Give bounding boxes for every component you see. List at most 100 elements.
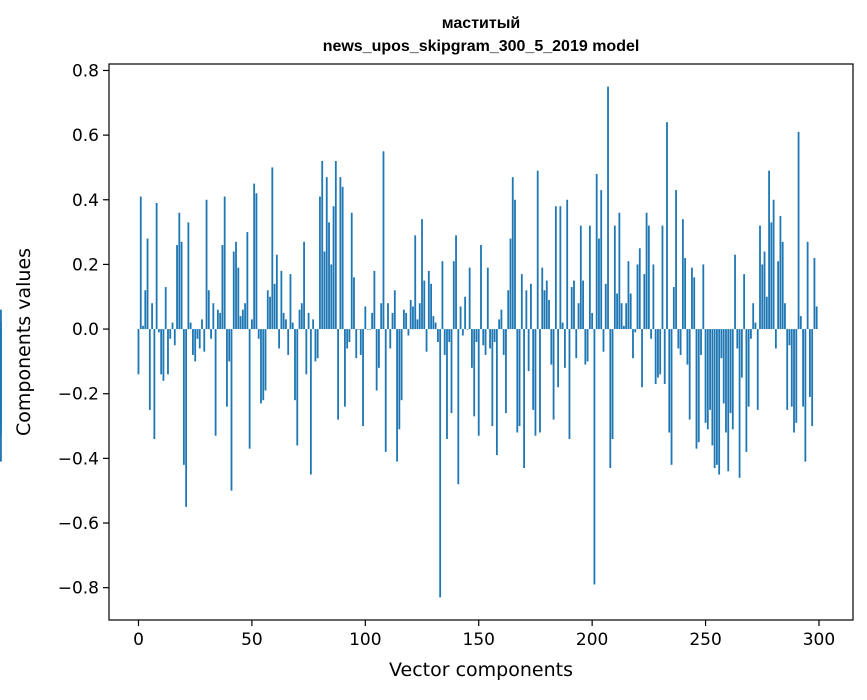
bar (296, 329, 299, 446)
bar (373, 270, 376, 330)
x-tick-label: 0 (133, 630, 144, 650)
bar (523, 329, 525, 469)
bar (754, 322, 757, 330)
bar (797, 131, 800, 330)
x-tick-label: 150 (463, 630, 495, 650)
bar (251, 319, 253, 330)
bar (745, 329, 748, 452)
bar (264, 329, 267, 391)
bar (495, 329, 498, 456)
bar (530, 283, 532, 330)
bar (230, 329, 233, 491)
bar (319, 196, 321, 330)
bar (448, 329, 451, 342)
bar (593, 329, 596, 585)
bar (391, 312, 394, 330)
bar (158, 329, 160, 333)
bar (738, 329, 741, 478)
bar (461, 329, 464, 336)
bar (713, 329, 716, 469)
bar (291, 322, 294, 330)
bar (720, 329, 723, 359)
bar (722, 329, 725, 404)
bar (702, 264, 705, 330)
bar (747, 329, 750, 407)
bar (815, 306, 818, 330)
y-tick-label: 0.6 (72, 126, 99, 146)
bar (194, 329, 197, 362)
bar (518, 329, 521, 427)
bar (362, 329, 364, 427)
bar (253, 183, 256, 330)
bar (457, 329, 460, 485)
bar (688, 329, 691, 420)
bar (752, 303, 755, 330)
bar (670, 329, 673, 465)
bar (350, 212, 353, 330)
bar (471, 329, 473, 368)
bar (282, 312, 285, 330)
bar (464, 296, 467, 330)
bar (672, 287, 675, 330)
bar (346, 329, 349, 349)
y-tick-label: −0.6 (58, 514, 99, 534)
bar (716, 329, 718, 465)
bar (650, 329, 653, 339)
bar (507, 290, 510, 330)
bar (534, 329, 537, 436)
bar (734, 254, 736, 330)
bar (328, 222, 330, 330)
y-axis-label: Components values (13, 248, 35, 436)
bar (189, 322, 192, 330)
bar (774, 329, 777, 349)
bar (788, 329, 791, 346)
bar (176, 245, 178, 330)
bar (266, 290, 269, 330)
bar (704, 329, 707, 423)
bar (425, 329, 428, 352)
bar (414, 235, 417, 330)
bar (148, 329, 151, 410)
bar (759, 225, 761, 330)
bar (629, 293, 632, 330)
bar (169, 329, 172, 339)
bar (244, 303, 246, 330)
bar (582, 280, 584, 330)
bar (763, 251, 766, 330)
bar (402, 309, 405, 330)
bar (214, 329, 217, 436)
y-tick-label: 0.2 (72, 255, 99, 275)
bar (248, 329, 251, 449)
y-axis-ticks: −0.8 −0.6 −0.4 −0.2 0.0 0.2 0.4 0.6 0.8 (58, 61, 109, 599)
bar (212, 303, 215, 330)
bar (339, 177, 342, 330)
bar (396, 329, 398, 462)
bar (652, 264, 655, 330)
bar (400, 329, 403, 401)
bar (475, 329, 478, 342)
bar (568, 329, 571, 439)
bar (237, 267, 240, 330)
bar (407, 329, 410, 336)
bar (516, 329, 519, 433)
bar (765, 296, 768, 330)
bar (160, 329, 163, 375)
bar (645, 212, 648, 330)
bar (663, 329, 666, 385)
bar (811, 329, 814, 427)
bar (679, 329, 682, 355)
bar (371, 312, 374, 330)
bar (173, 329, 176, 346)
bar (192, 329, 194, 355)
bar (686, 329, 689, 365)
bar (802, 329, 804, 407)
bar (203, 329, 206, 352)
bar (312, 319, 315, 330)
bar (207, 290, 210, 330)
bar (198, 329, 201, 349)
bar (536, 170, 539, 330)
bar (598, 238, 600, 330)
bar (509, 238, 512, 330)
bar (784, 303, 786, 330)
